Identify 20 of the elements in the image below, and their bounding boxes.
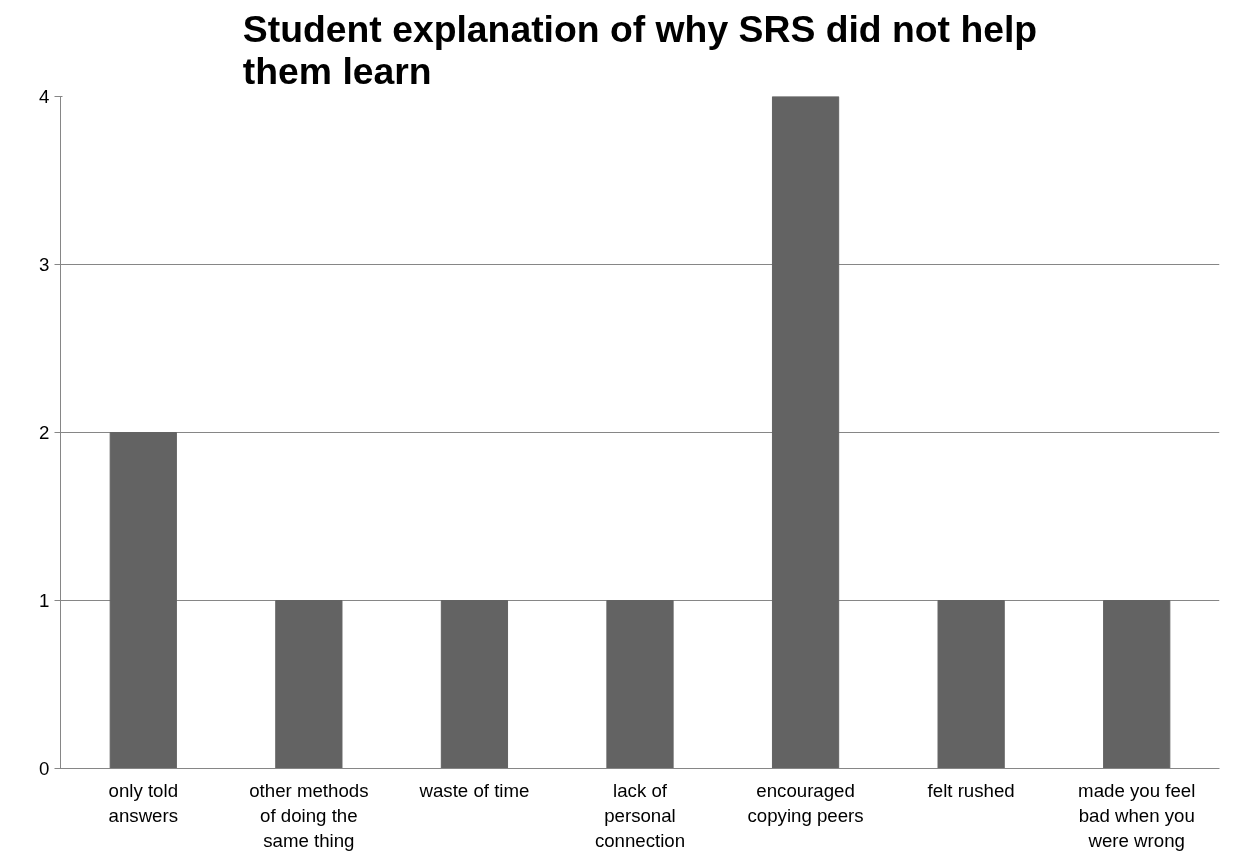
y-tick-label: 3: [39, 254, 50, 275]
bar: [606, 600, 674, 769]
bar: [109, 432, 177, 769]
x-tick-label: felt rushed: [927, 779, 1015, 801]
bar: [440, 600, 509, 769]
bar: [771, 96, 840, 769]
x-tick-label: lack of personal connection: [594, 779, 686, 851]
y-tick-label: 0: [39, 758, 50, 779]
bar: [1103, 600, 1171, 769]
y-tick-label: 2: [39, 422, 50, 443]
x-tick-label: waste of time: [418, 779, 530, 801]
x-tick-label: other methods of doing the same thing: [249, 779, 369, 851]
y-tick-label: 1: [39, 590, 50, 611]
chart-title: Student explanation of why SRS did not help them learn: [242, 7, 1038, 92]
bar: [937, 600, 1005, 769]
x-tick-label: made you feel bad when you were wrong: [1078, 779, 1196, 851]
x-tick-label: only told answers: [108, 779, 179, 826]
y-tick-label: 4: [39, 86, 50, 107]
bar: [275, 600, 343, 769]
x-tick-label: encouraged copying peers: [747, 779, 864, 826]
